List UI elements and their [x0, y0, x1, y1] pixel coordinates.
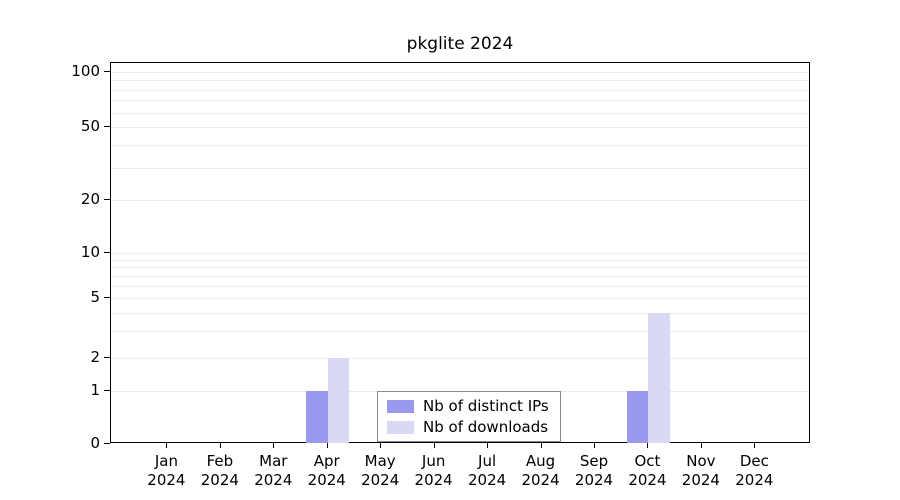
legend-label-downloads: Nb of downloads	[423, 418, 549, 436]
y-tick-mark-0	[104, 443, 110, 444]
x-tick-mark-feb	[219, 443, 221, 448]
gridline-40	[111, 144, 809, 146]
x-tick-mark-mar	[273, 443, 275, 448]
x-tick-label-nov: Nov 2024	[681, 452, 720, 489]
gridline-10	[111, 253, 809, 254]
y-tick-label-100: 100	[71, 62, 100, 80]
gridline-8	[111, 267, 809, 269]
gridline-70	[111, 100, 809, 102]
gridline-6	[111, 286, 809, 288]
bar-ips-apr	[306, 391, 328, 443]
x-tick-mark-apr	[326, 443, 328, 448]
x-tick-mark-dec	[754, 443, 756, 448]
x-tick-label-mar: Mar 2024	[254, 452, 293, 489]
x-tick-mark-oct	[647, 443, 649, 448]
y-tick-label-50: 50	[80, 117, 100, 135]
x-tick-mark-may	[380, 443, 382, 448]
bar-downloads-oct	[648, 312, 670, 443]
x-tick-mark-aug	[540, 443, 542, 448]
legend-label-distinct-ips: Nb of distinct IPs	[423, 397, 549, 415]
y-tick-mark-1	[104, 390, 110, 391]
x-tick-mark-jun	[433, 443, 435, 448]
gridline-7	[111, 276, 809, 278]
y-tick-label-1: 1	[90, 381, 100, 399]
legend-swatch-downloads	[387, 420, 414, 434]
x-tick-label-dec: Dec 2024	[735, 452, 774, 489]
x-tick-label-aug: Aug 2024	[521, 452, 560, 489]
y-tick-mark-100	[104, 71, 110, 72]
y-tick-mark-2	[104, 357, 110, 358]
x-tick-label-feb: Feb 2024	[200, 452, 239, 489]
gridline-20	[111, 200, 809, 201]
x-tick-mark-nov	[700, 443, 702, 448]
gridline-30	[111, 167, 809, 169]
gridline-2	[111, 358, 809, 359]
gridline-80	[111, 89, 809, 91]
legend-item-distinct-ips: Nb of distinct IPs	[387, 398, 549, 414]
gridline-60	[111, 112, 809, 114]
x-tick-mark-jan	[166, 443, 168, 448]
x-tick-label-jan: Jan 2024	[147, 452, 186, 489]
legend-swatch-distinct-ips	[387, 399, 414, 413]
gridline-5	[111, 298, 809, 299]
chart-title: pkglite 2024	[406, 34, 514, 54]
y-tick-label-20: 20	[80, 190, 100, 208]
gridline-3	[111, 331, 809, 333]
x-tick-label-jul: Jul 2024	[468, 452, 507, 489]
x-tick-label-sep: Sep 2024	[574, 452, 614, 489]
bar-downloads-apr	[327, 358, 350, 443]
plot-area	[110, 62, 810, 443]
x-tick-label-oct: Oct 2024	[628, 452, 667, 489]
y-tick-mark-50	[104, 126, 110, 127]
y-tick-mark-5	[104, 297, 110, 298]
bar-ips-oct	[626, 391, 649, 443]
y-tick-label-2: 2	[90, 348, 100, 366]
legend: Nb of distinct IPs Nb of downloads	[377, 391, 561, 442]
x-tick-label-jun: Jun 2024	[414, 452, 453, 489]
gridline-90	[111, 80, 809, 82]
y-tick-label-0: 0	[90, 434, 100, 452]
x-tick-mark-sep	[594, 443, 595, 448]
y-tick-mark-20	[104, 199, 110, 200]
gridline-4	[111, 312, 809, 314]
y-tick-mark-10	[104, 252, 110, 253]
legend-item-downloads: Nb of downloads	[387, 419, 549, 435]
gridline-50	[111, 127, 809, 128]
x-tick-label-may: May 2024	[361, 452, 400, 489]
x-tick-mark-jul	[487, 443, 489, 448]
y-tick-label-5: 5	[90, 288, 100, 306]
gridline-100	[111, 72, 809, 73]
y-tick-label-10: 10	[80, 243, 100, 261]
x-tick-label-apr: Apr 2024	[307, 452, 346, 489]
gridline-9	[111, 259, 809, 261]
